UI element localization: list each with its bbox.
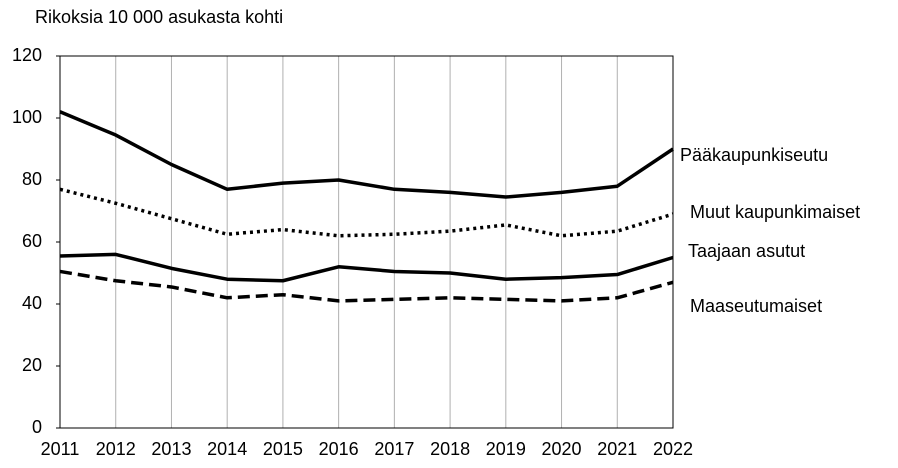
series-line	[59, 187, 674, 238]
x-tick-label: 2018	[430, 439, 470, 459]
y-tick-label: 20	[22, 355, 42, 375]
series-line	[59, 110, 674, 199]
series-line	[59, 269, 674, 303]
legend-label: Pääkaupunkiseutu	[680, 145, 828, 165]
x-tick-label: 2021	[597, 439, 637, 459]
y-tick-label: 0	[32, 417, 42, 437]
x-tick-label: 2022	[653, 439, 693, 459]
series-line	[59, 252, 674, 283]
x-tick-label: 2017	[374, 439, 414, 459]
x-tick-label: 2014	[207, 439, 247, 459]
legend-label: Maaseutumaiset	[690, 296, 822, 316]
legend-label: Taajaan asutut	[688, 241, 805, 261]
y-tick-label: 40	[22, 293, 42, 313]
legend-label: Muut kaupunkimaiset	[690, 202, 860, 222]
y-tick-label: 100	[12, 107, 42, 127]
y-tick-label: 60	[22, 231, 42, 251]
y-tick-label: 120	[12, 45, 42, 65]
x-tick-label: 2013	[151, 439, 191, 459]
y-axis-title: Rikoksia 10 000 asukasta kohti	[35, 7, 283, 27]
y-tick-label: 80	[22, 169, 42, 189]
x-tick-label: 2012	[96, 439, 136, 459]
plot-frame	[59, 55, 674, 429]
x-tick-label: 2016	[319, 439, 359, 459]
x-tick-label: 2019	[486, 439, 526, 459]
x-tick-label: 2020	[542, 439, 582, 459]
x-tick-label: 2015	[263, 439, 303, 459]
x-tick-label: 2011	[41, 439, 80, 459]
